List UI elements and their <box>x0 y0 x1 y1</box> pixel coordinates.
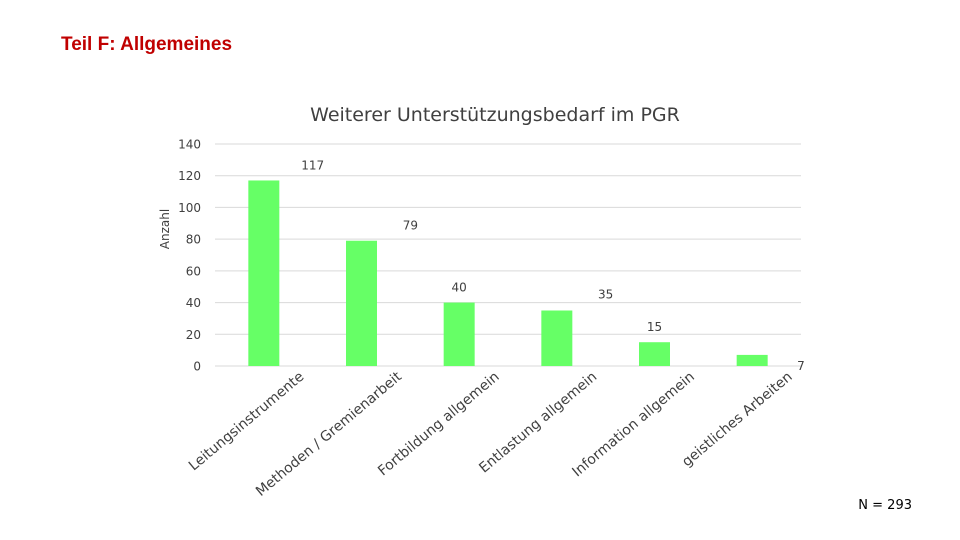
data-label: 7 <box>797 359 805 373</box>
y-tick-label: 100 <box>178 201 201 215</box>
bar-2 <box>443 302 475 366</box>
data-label: 15 <box>647 320 662 334</box>
y-tick-label: 0 <box>193 360 201 374</box>
sample-size-note: N = 293 <box>858 498 912 513</box>
y-tick-label: 20 <box>186 328 201 342</box>
bar-3 <box>541 310 573 366</box>
y-tick-labels: 0 20 40 60 80 100 120 140 <box>178 138 201 374</box>
page-heading: Teil F: Allgemeines <box>61 34 233 55</box>
y-tick-label: 60 <box>186 264 201 278</box>
data-label: 79 <box>403 219 418 233</box>
data-label: 40 <box>452 281 467 295</box>
x-tick-label: geistliches Arbeiten <box>679 369 795 470</box>
bar-5 <box>736 354 768 366</box>
y-axis-label: Anzahl <box>158 209 172 249</box>
bar-1 <box>346 240 377 366</box>
gridlines <box>215 143 801 367</box>
y-tick-label: 40 <box>186 296 201 310</box>
y-tick-label: 120 <box>178 169 201 183</box>
bar-0 <box>248 180 280 366</box>
y-tick-label: 80 <box>186 233 201 247</box>
y-tick-label: 140 <box>178 138 201 152</box>
bar-4 <box>639 342 670 366</box>
data-label: 117 <box>301 158 324 172</box>
data-labels: 117 79 40 35 15 7 <box>301 158 805 372</box>
bars <box>248 180 768 366</box>
chart-title: Weiterer Unterstützungsbedarf im PGR <box>310 104 680 126</box>
data-label: 35 <box>598 288 613 302</box>
